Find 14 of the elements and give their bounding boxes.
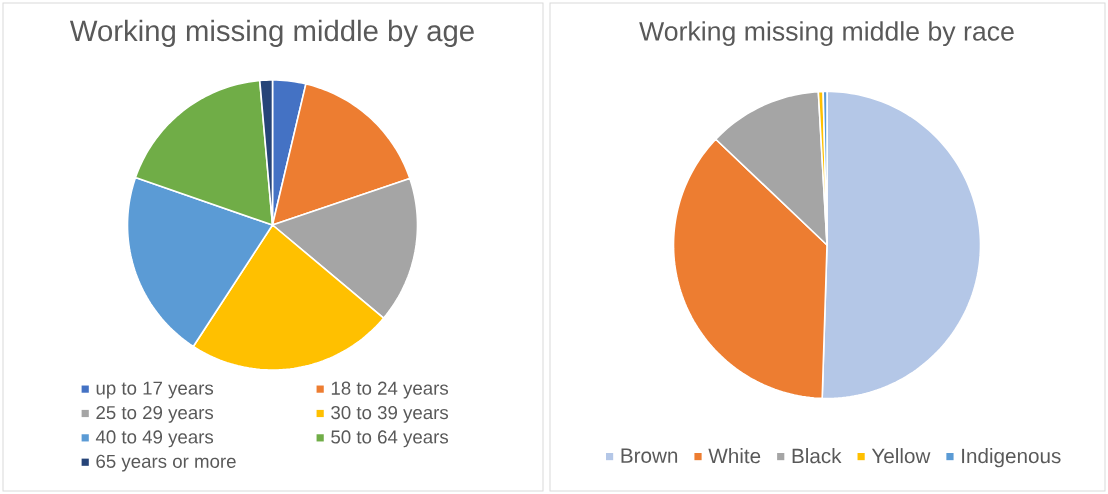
legend-label: Yellow — [871, 448, 931, 464]
legend-label: 30 to 39 years — [331, 405, 449, 423]
chart-title: Working missing middle by age — [69, 19, 474, 48]
legend-label: 25 to 29 years — [96, 405, 214, 423]
legend-label: White — [708, 448, 761, 464]
legend-label: 50 to 64 years — [331, 430, 449, 448]
legend-label: up to 17 years — [96, 381, 214, 399]
legend-label: Black — [792, 448, 842, 464]
chart-title: Working missing middle by race — [639, 21, 1014, 47]
legend-label: Indigenous — [962, 448, 1061, 468]
legend-label: 40 to 49 years — [95, 430, 214, 448]
legend-label: Brown — [621, 448, 678, 463]
legend-label: 18 to 24 years — [331, 381, 449, 399]
legend-label: 65 years or more — [96, 454, 236, 472]
